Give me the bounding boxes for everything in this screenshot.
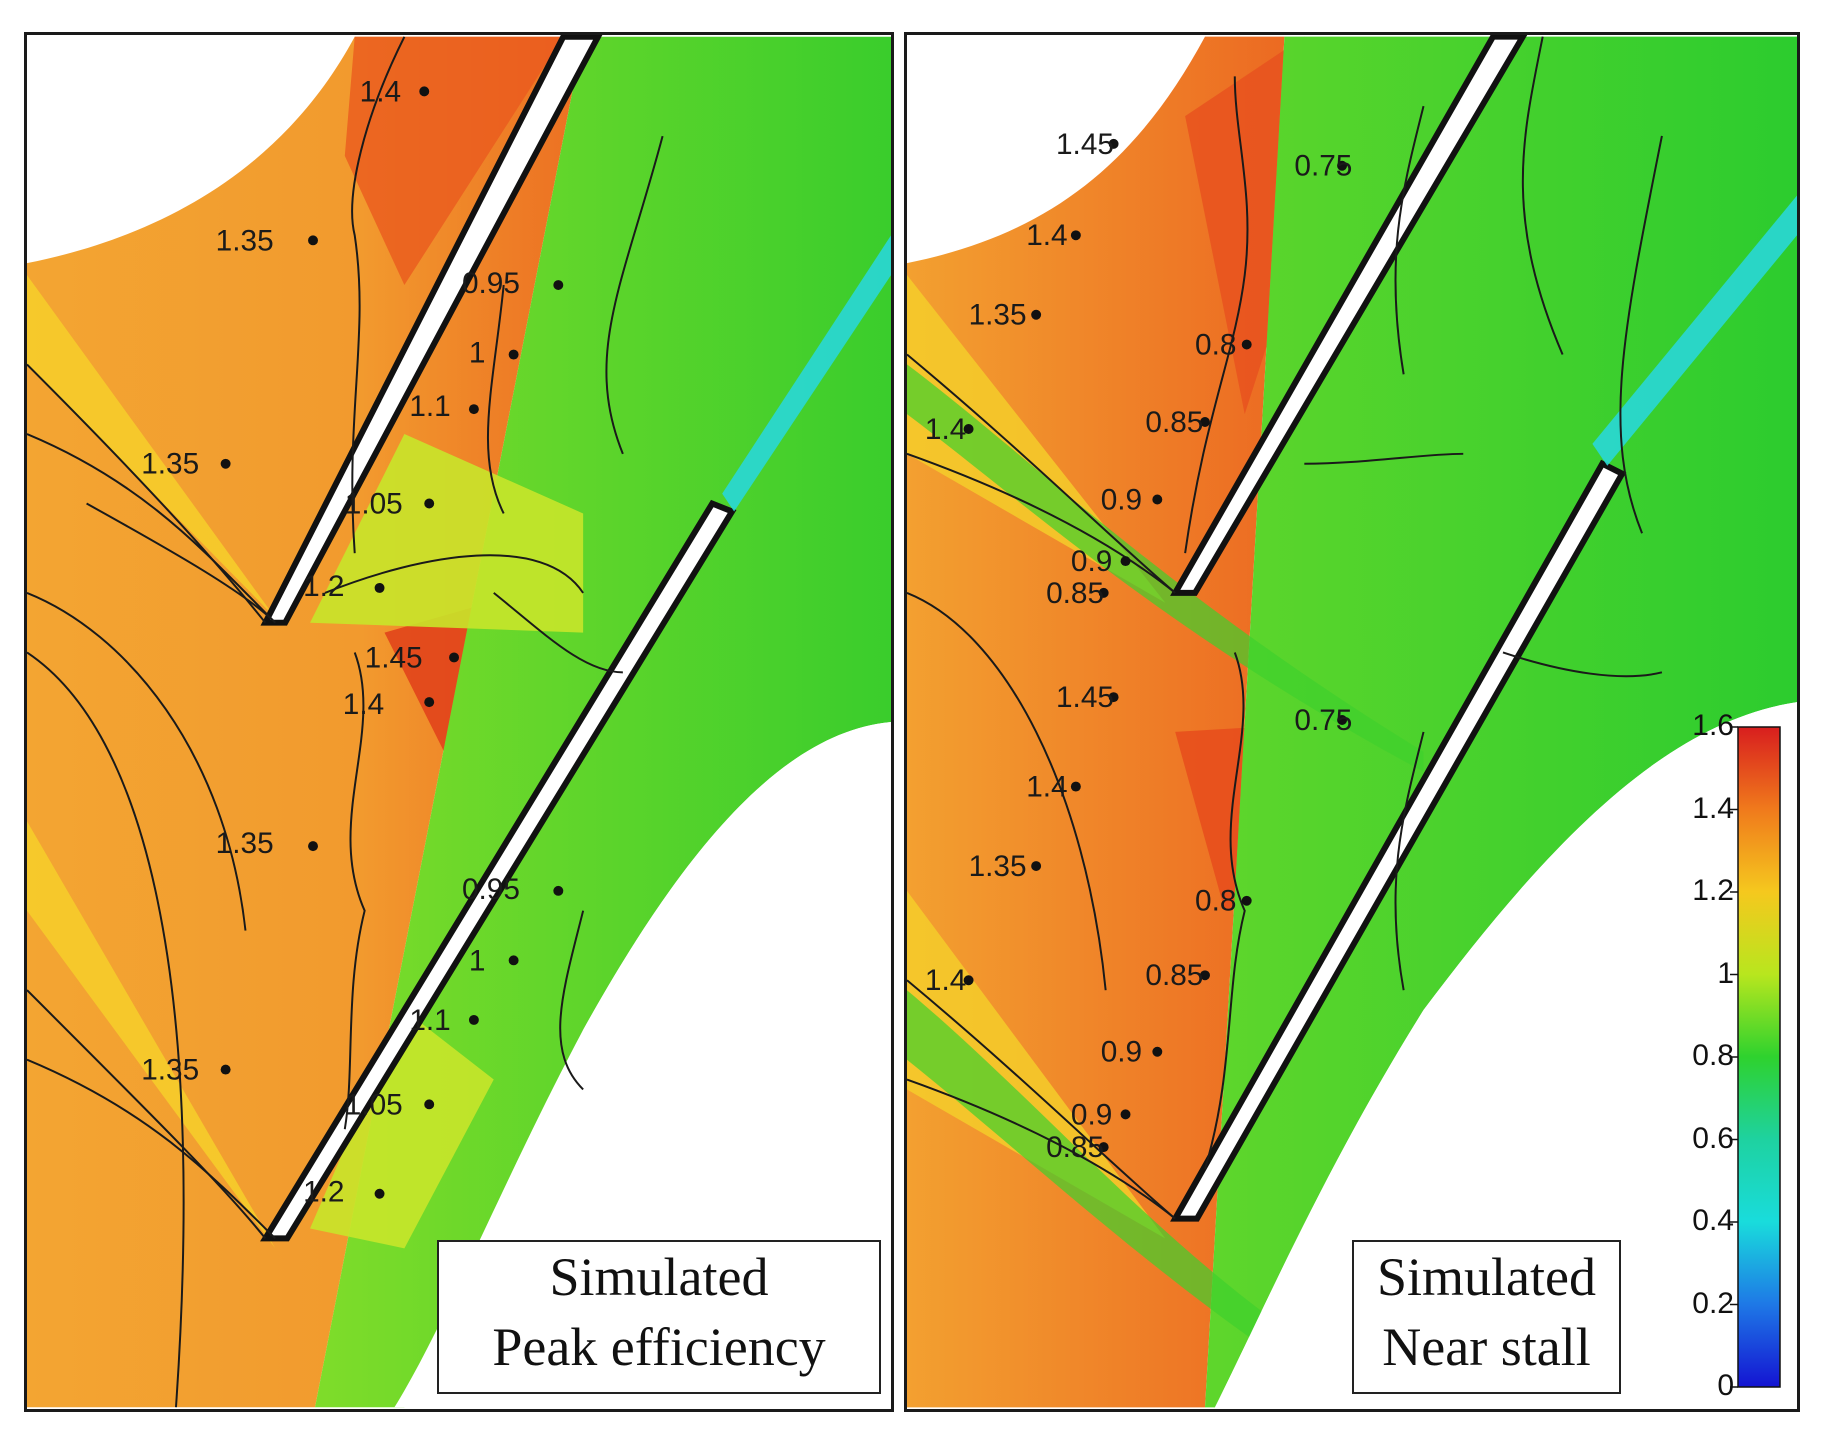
white-void-lower: [394, 722, 891, 1408]
contour-lines: [27, 36, 664, 1408]
white-void-lower: [1214, 702, 1797, 1408]
contour-label: 0.85: [1145, 959, 1203, 992]
caption-near-stall: Simulated Near stall: [1352, 1240, 1621, 1394]
contour-label: 0.9: [1101, 1036, 1142, 1069]
green-band-upper: [907, 364, 1424, 772]
colorbar-tick-label: 0.8: [1692, 1039, 1734, 1072]
colorbar-tick-label: 0: [1717, 1369, 1734, 1402]
contour-label: 1.35: [141, 448, 199, 481]
contour-label: 0.9: [1101, 483, 1142, 516]
caption-line-2: Peak efficiency: [492, 1317, 826, 1377]
contour-label: 0.9: [1071, 545, 1112, 578]
colorbar-gradient: [1737, 726, 1781, 1388]
contour-label: 0.85: [1046, 577, 1104, 610]
contour-label: 1.4: [360, 75, 401, 108]
yellow-green-pocket-lower: [310, 1010, 494, 1249]
panel-near-stall: 1.45 0.75 1.4 1.35 0.8 1.4 0.85 0.9 0.9 0.85 1.45 0…: [904, 32, 1800, 1412]
contour-label: 0.85: [1145, 406, 1203, 439]
contour-label: 0.8: [1195, 885, 1236, 918]
contour-label: 1.4: [925, 413, 966, 446]
caption-line-1: Simulated: [1377, 1247, 1596, 1307]
contour-label: 0.75: [1294, 150, 1352, 183]
caption-line-2: Near stall: [1382, 1317, 1591, 1377]
colorbar-tick-label: 1.4: [1692, 791, 1734, 825]
colorbar-tick-label: 1: [1717, 956, 1734, 990]
contour-label: 1.45: [365, 641, 423, 674]
blade-upper: [1170, 35, 1528, 596]
contour-label: 0.95: [462, 873, 520, 906]
colorbar-tick-label: 1.6: [1692, 709, 1734, 742]
colorbar-tick-label: 0.4: [1692, 1204, 1734, 1237]
contour-label: 1.1: [409, 390, 450, 423]
wake-cyan: [722, 235, 891, 512]
contour-label: 1.4: [925, 964, 966, 997]
contour-label: 1.4: [1026, 770, 1067, 803]
red-region-upper: [344, 36, 564, 286]
contour-label: 0.9: [1071, 1098, 1112, 1131]
contour-plot-near-stall: 1.450.751.41.350.81.4 0.850.90.90.851.450…: [907, 35, 1797, 1408]
contour-label: 1: [469, 944, 486, 977]
contour-label: 1.45: [1056, 681, 1114, 714]
contour-label: 1.4: [343, 688, 384, 721]
green-band-lower: [907, 990, 1285, 1348]
contour-label: 1.35: [216, 224, 274, 257]
contour-label: 0.8: [1195, 328, 1236, 361]
contour-label: 1.2: [303, 1176, 344, 1209]
contour-lines: [907, 36, 1663, 1220]
contour-label: 1.2: [303, 570, 344, 603]
contour-label: 1.35: [141, 1054, 199, 1087]
colorbar-graphic: [1730, 726, 1781, 1388]
contour-label: 0.95: [462, 267, 520, 300]
contour-label: 0.75: [1294, 704, 1352, 737]
contour-label: 1.1: [409, 1004, 450, 1037]
contour-label: 1.35: [969, 850, 1027, 883]
contour-label: 1.35: [969, 299, 1027, 332]
contour-plot-peak-efficiency: 1.4 1.35 0.95 1 1.1 1.35 1.05 1.2 1.45 1.4 1.35 0.9…: [27, 35, 891, 1408]
contour-label: 1.4: [1026, 219, 1067, 252]
blade-lower: [1170, 459, 1627, 1222]
contour-label: 1.45: [1056, 128, 1114, 161]
contour-label: 1.05: [345, 487, 403, 520]
contour-label: 1: [469, 336, 486, 369]
blade-upper: [260, 35, 603, 626]
blade-lower: [260, 499, 737, 1242]
panel-peak-efficiency: 1.4 1.35 0.95 1 1.1 1.35 1.05 1.2 1.45 1.4 1.35 0.9…: [24, 32, 894, 1412]
contour-markers: [220, 86, 564, 1199]
caption-line-1: Simulated: [549, 1247, 769, 1307]
colorbar: 1.6 1.4 1.2 1 0.8 0.6 0.4 0.2 0: [1660, 705, 1800, 1410]
colorbar-tick-label: 1.2: [1692, 874, 1734, 907]
contour-label: 0.85: [1046, 1131, 1104, 1164]
contour-markers: [963, 138, 1348, 1153]
yellow-green-pocket-upper: [310, 434, 584, 633]
contour-label: 1.35: [216, 827, 274, 860]
wake-cyan: [1592, 195, 1797, 466]
contour-label: 1.05: [345, 1088, 403, 1121]
caption-peak-efficiency: Simulated Peak efficiency: [437, 1240, 881, 1394]
colorbar-tick-label: 0.6: [1692, 1121, 1734, 1155]
colorbar-tick-label: 0.2: [1692, 1286, 1734, 1320]
